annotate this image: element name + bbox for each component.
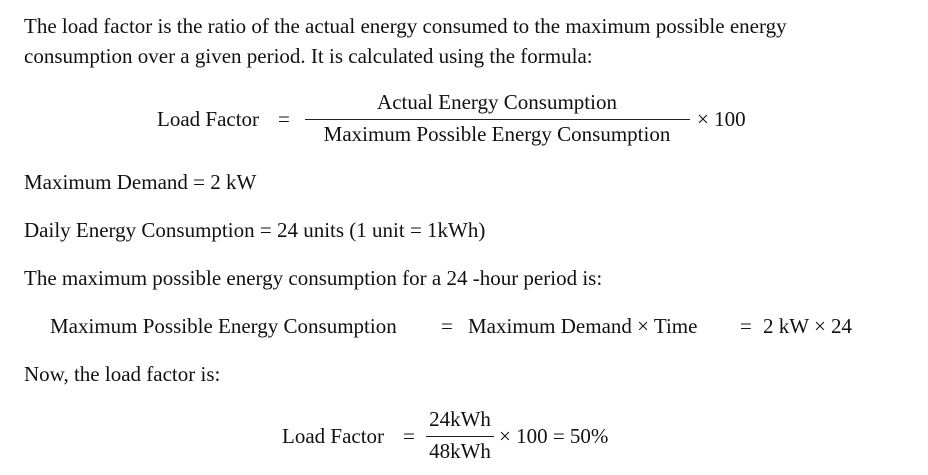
intro-line: consumption over a given period. It is c…: [24, 44, 593, 68]
given-line: Daily Energy Consumption = 24 units (1 u…: [24, 218, 486, 242]
formula-result: 2 kW × 24: [763, 314, 853, 338]
formula-equals: =: [441, 314, 453, 338]
intro-line: The load factor is the ratio of the actu…: [24, 14, 787, 38]
formula-numerator: 24kWh: [429, 407, 491, 431]
fraction-bar: [426, 436, 494, 437]
formula-middle: Maximum Demand × Time: [468, 314, 698, 338]
given-line: Maximum Demand = 2 kW: [24, 170, 257, 194]
now-text: Now, the load factor is:: [24, 362, 221, 386]
formula-tail: × 100 = 50%: [499, 424, 609, 448]
formula-equals: =: [403, 424, 415, 448]
formula-numerator: Actual Energy Consumption: [377, 90, 617, 114]
formula-tail: × 100: [697, 107, 746, 131]
formula-lhs: Load Factor: [282, 424, 385, 448]
fraction-bar: [305, 119, 690, 120]
formula-denominator: Maximum Possible Energy Consumption: [323, 122, 671, 146]
formula-equals: =: [278, 107, 290, 131]
step-text: The maximum possible energy consumption …: [24, 266, 603, 290]
formula-lhs: Maximum Possible Energy Consumption: [50, 314, 397, 338]
formula-equals: =: [740, 314, 752, 338]
formula-denominator: 48kWh: [429, 439, 491, 463]
formula-lhs: Load Factor: [157, 107, 260, 131]
